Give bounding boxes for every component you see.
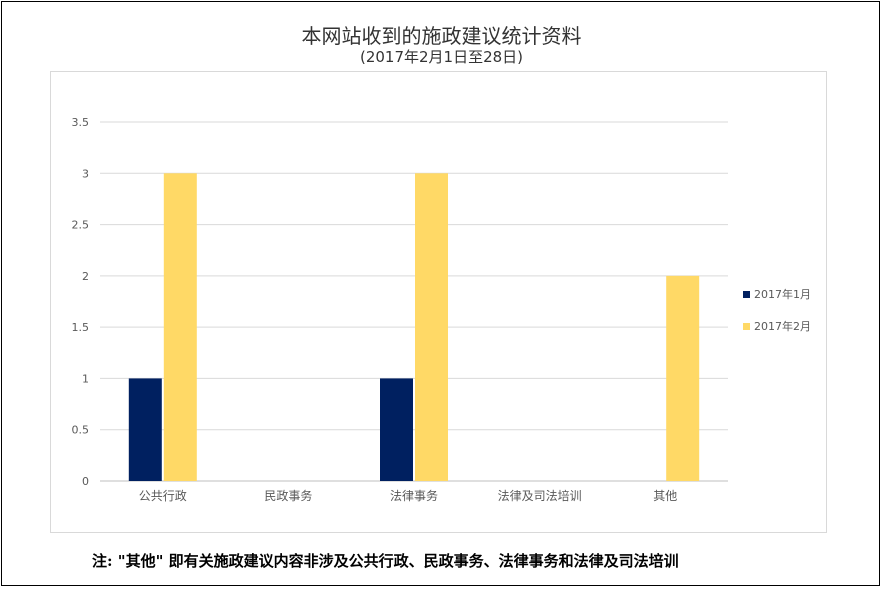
legend-label: 2017年1月 (754, 287, 811, 301)
y-tick-label: 0 (82, 475, 89, 488)
bar (163, 173, 197, 482)
x-tick-label: 民政事务 (264, 488, 312, 503)
x-tick-label: 其他 (653, 489, 677, 503)
legend-label: 2017年2月 (754, 319, 811, 333)
bar (380, 378, 413, 481)
y-tick-label: 3.5 (72, 116, 90, 129)
y-tick-label: 2 (82, 270, 89, 283)
x-tick-label: 公共行政 (139, 489, 187, 503)
y-tick-label: 0.5 (72, 424, 90, 437)
y-tick-label: 2.5 (72, 219, 90, 232)
y-tick-label: 1 (82, 372, 89, 385)
legend-swatch (743, 291, 750, 298)
legend-swatch (743, 323, 750, 330)
bar (128, 378, 162, 481)
footnote: 注: "其他" 即有关施政建议内容非涉及公共行政、民政事务、法律事务和法律及司法… (92, 552, 679, 570)
x-tick-label: 法律事务 (390, 488, 438, 503)
x-tick-label: 法律及司法培训 (498, 488, 582, 503)
y-tick-label: 1.5 (72, 321, 90, 334)
chart-subtitle: (2017年2月1日至28日) (359, 48, 524, 66)
chart-title: 本网站收到的施政建议统计资料 (301, 24, 582, 48)
chart-area (50, 71, 827, 533)
bar (666, 275, 700, 481)
y-tick-label: 3 (82, 167, 89, 180)
bar (415, 173, 448, 482)
